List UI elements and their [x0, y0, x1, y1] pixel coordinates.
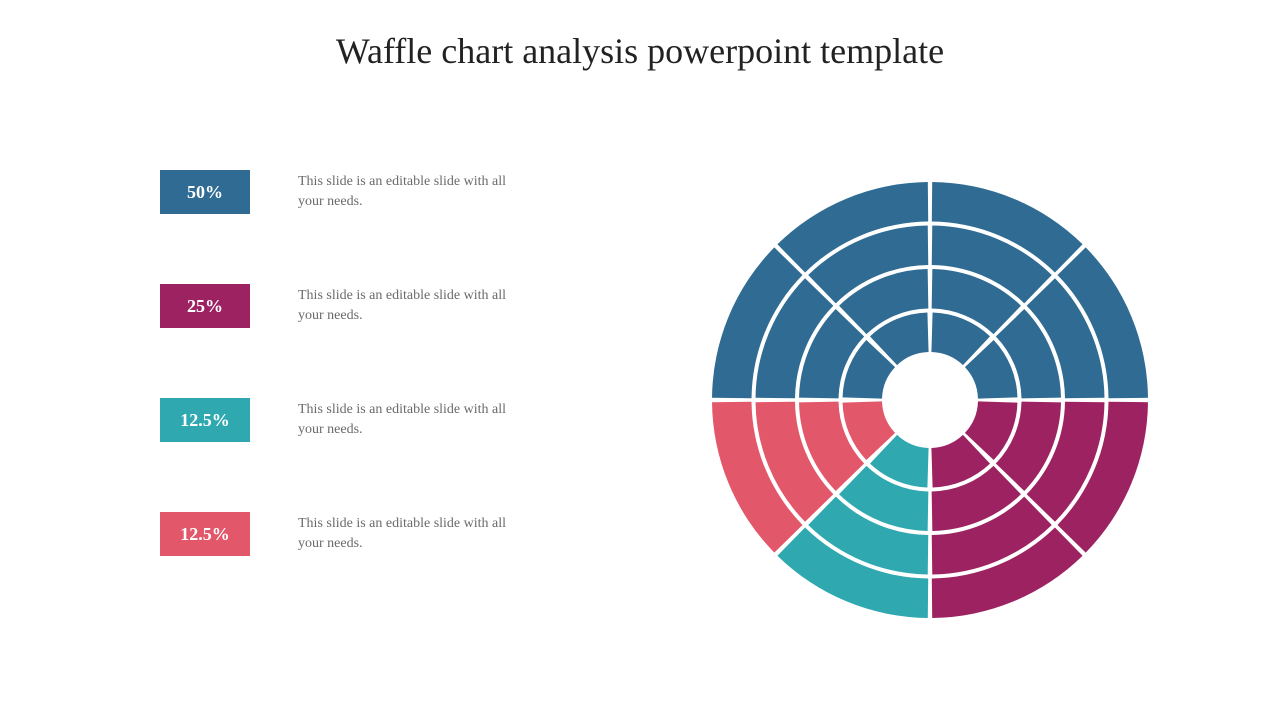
legend-row: 12.5% This slide is an editable slide wi…	[160, 512, 540, 556]
legend: 50% This slide is an editable slide with…	[160, 170, 540, 626]
legend-row: 25% This slide is an editable slide with…	[160, 284, 540, 328]
legend-badge-3: 12.5%	[160, 512, 250, 556]
legend-badge-2: 12.5%	[160, 398, 250, 442]
legend-desc-3: This slide is an editable slide with all…	[298, 514, 518, 553]
legend-badge-1: 25%	[160, 284, 250, 328]
legend-desc-2: This slide is an editable slide with all…	[298, 400, 518, 439]
page-title: Waffle chart analysis powerpoint templat…	[0, 30, 1280, 72]
legend-badge-0: 50%	[160, 170, 250, 214]
legend-row: 50% This slide is an editable slide with…	[160, 170, 540, 214]
legend-desc-0: This slide is an editable slide with all…	[298, 172, 518, 211]
radial-waffle-chart	[700, 170, 1160, 630]
legend-row: 12.5% This slide is an editable slide wi…	[160, 398, 540, 442]
legend-desc-1: This slide is an editable slide with all…	[298, 286, 518, 325]
